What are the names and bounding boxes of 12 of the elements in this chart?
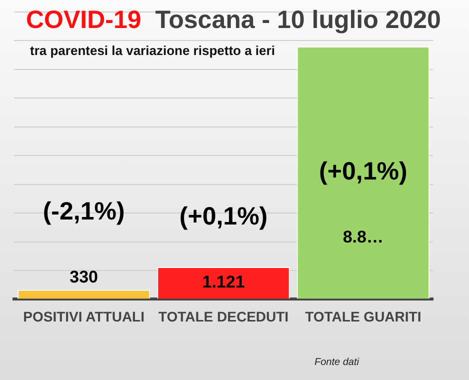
source-note: Fonte dati xyxy=(314,357,359,368)
annotation: (-2,1%) xyxy=(42,198,125,226)
data-label: 330 xyxy=(70,267,98,286)
annotation: (+0,1%) xyxy=(319,158,408,186)
data-label: 1.121 xyxy=(202,272,245,292)
data-label: 8.8… xyxy=(342,227,384,246)
chart-title: COVID-19 Toscana - 10 luglio 2020 xyxy=(26,6,441,35)
text: tra parentesi la variazione rispetto a ieri xyxy=(30,43,275,58)
annotation: (+0,1%) xyxy=(179,202,268,231)
x-tick-label: POSITIVI ATTUALI xyxy=(23,308,145,324)
x-tick-label: TOTALE DECEDUTI xyxy=(158,308,289,324)
x-tick-label: TOTALE GUARITI xyxy=(305,308,422,324)
